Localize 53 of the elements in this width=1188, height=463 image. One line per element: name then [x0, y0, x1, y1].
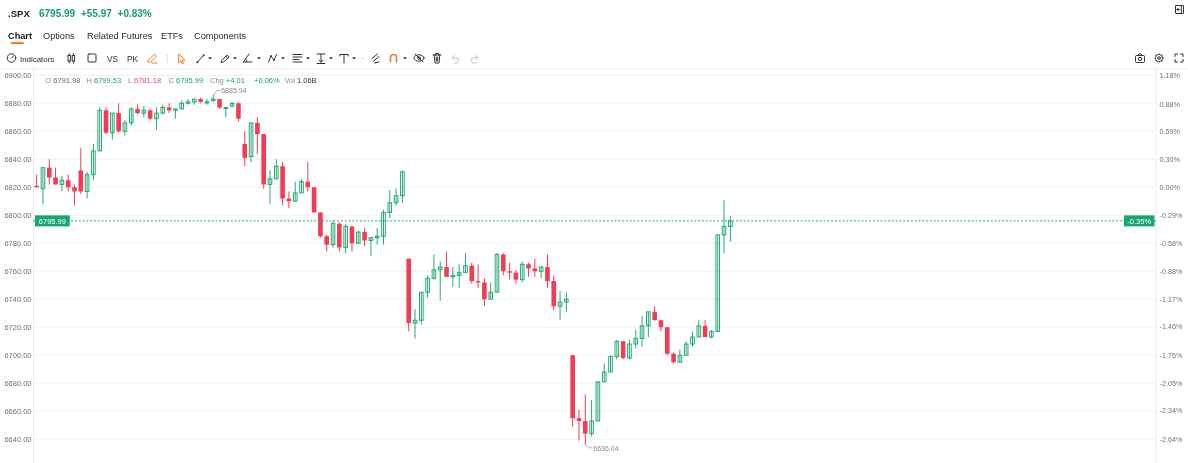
candlestick — [437, 260, 443, 302]
candlestick — [46, 158, 52, 185]
candlestick — [646, 311, 651, 338]
candlestick — [582, 393, 588, 446]
candlestick — [242, 130, 248, 167]
chart-subtitle: 6795.99 +55.97 +0.83% — [39, 7, 152, 18]
candlestick — [273, 158, 279, 180]
candlestick — [204, 98, 210, 106]
candlestick — [469, 262, 475, 285]
candlestick — [482, 277, 487, 307]
candlestick — [721, 199, 727, 254]
candlestick — [337, 221, 342, 253]
candlestick — [236, 101, 241, 122]
candlestick — [444, 251, 449, 278]
candlestick — [110, 112, 115, 141]
text: ETFs — [161, 31, 184, 41]
candlestick — [545, 253, 550, 289]
candlestick — [343, 223, 348, 254]
text: VS — [107, 53, 119, 64]
candlestick — [488, 281, 493, 300]
candlestick — [501, 252, 506, 276]
candlestick — [450, 266, 456, 288]
text: Related Futures — [87, 31, 153, 41]
candlestick — [519, 260, 525, 283]
candlestick — [330, 220, 336, 248]
candlestick — [255, 116, 260, 155]
candlestick — [116, 102, 121, 134]
candlestick — [538, 265, 544, 279]
candlestick — [362, 227, 367, 247]
text: PK — [127, 53, 139, 64]
candlestick — [286, 190, 292, 209]
candlestick — [141, 105, 147, 118]
text: Components — [194, 31, 247, 41]
chart-title: .SPX — [8, 7, 31, 18]
candlestick — [412, 308, 418, 339]
candlestick — [368, 237, 374, 257]
candlestick — [59, 175, 65, 192]
candlestick — [248, 122, 254, 163]
candlestick — [166, 102, 172, 114]
candlestick — [185, 98, 191, 106]
text: Options — [43, 31, 76, 41]
candlestick — [532, 258, 538, 278]
candlestick — [728, 215, 733, 243]
candlestick — [639, 315, 645, 348]
candlestick — [576, 409, 582, 442]
candlestick — [267, 169, 273, 205]
candlestick — [318, 211, 323, 239]
candlestick — [677, 349, 683, 363]
candlestick — [128, 106, 134, 127]
candlestick — [494, 252, 500, 293]
text: Chart — [8, 31, 32, 41]
candlestick — [40, 167, 46, 205]
candlestick — [122, 119, 128, 136]
